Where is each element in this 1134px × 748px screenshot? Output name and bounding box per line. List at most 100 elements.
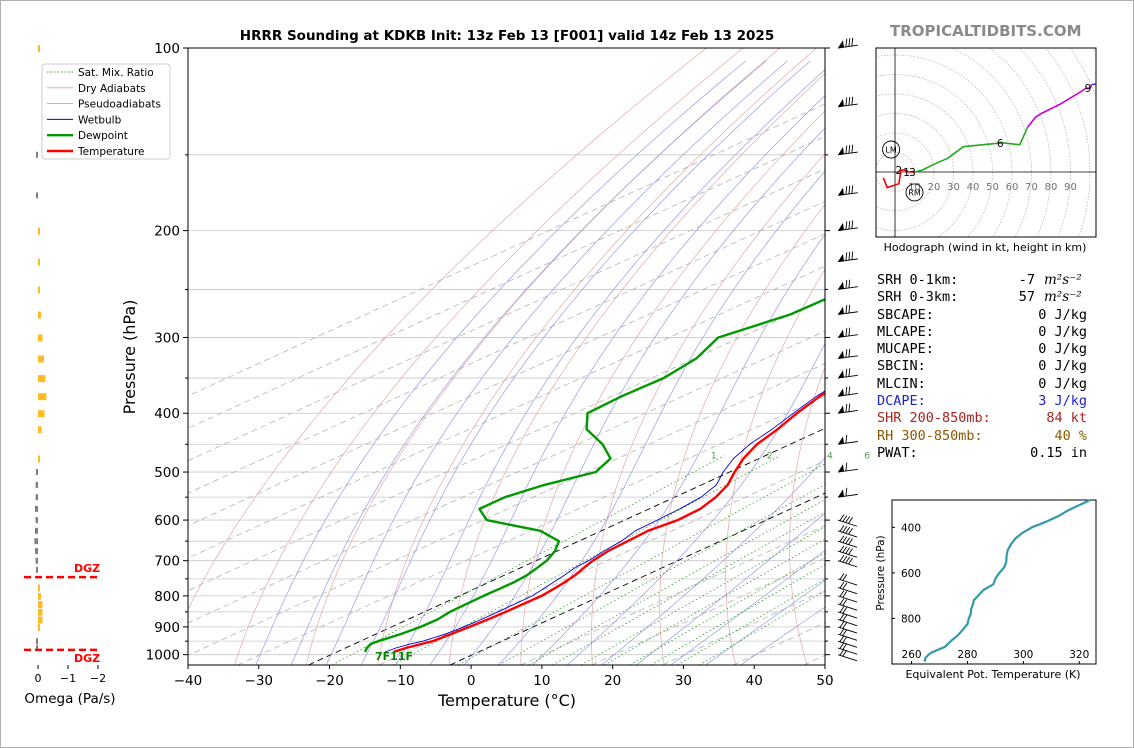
pressure-ticks: 100 200 300 400 500 600 700 800 900 1000: [146, 41, 830, 664]
omega-bar: [38, 227, 40, 235]
stat-value: 84 kt: [1046, 410, 1087, 427]
omega-bar: [38, 616, 43, 624]
wind-barb: [837, 279, 858, 290]
omega-bar: [38, 286, 40, 294]
moist-adiabat: [566, 342, 825, 665]
barb-feather: [842, 555, 848, 563]
y-tick-label: 400: [154, 406, 180, 422]
wind-barb: [837, 386, 858, 397]
legend-box: [41, 63, 171, 160]
barb-feather: [848, 527, 853, 535]
omega-bar: [38, 592, 41, 600]
barb-feather: [839, 613, 845, 621]
omega-bar: [38, 623, 40, 631]
x-tick-label: −20: [315, 673, 344, 689]
barb-flag: [838, 306, 844, 315]
hodograph-ring-label: 90: [1064, 182, 1077, 193]
hodograph-segment: [1026, 83, 1093, 128]
barb-feather: [839, 545, 845, 552]
isotherm-line: [188, 330, 825, 624]
moist-adiabat: [635, 512, 825, 665]
watermark: TROPICALTIDBITS.COM: [890, 22, 1082, 40]
omega-bar: [36, 566, 38, 573]
barb-feather: [842, 526, 848, 533]
omega-bar: [38, 258, 40, 266]
barb-feather: [845, 403, 848, 413]
hodograph-ring-label: 30: [947, 182, 960, 193]
barb-flag: [838, 370, 844, 379]
isotherm-line: [188, 200, 825, 494]
hodograph-ring-label: 80: [1045, 182, 1058, 193]
hodograph-ring-label: 10: [908, 182, 921, 193]
profiles: [363, 298, 825, 654]
wind-barb: [837, 606, 858, 619]
hodograph-ring: [1044, 48, 1091, 237]
legend-label: Pseudoadiabats: [78, 99, 161, 111]
theta-e-chart: 260 280 300 320 400 600 800 Equivalent Pot. Te…: [875, 499, 1097, 681]
barb-feather: [845, 97, 848, 106]
isotherm-line: [188, 168, 825, 462]
barb-staff: [837, 578, 858, 586]
moist-adiabat: [498, 170, 825, 665]
barb-staff: [837, 530, 858, 538]
barb-feather: [845, 186, 848, 195]
stat-value: 0 J/kg: [1038, 306, 1087, 323]
omega-bar: [38, 410, 45, 418]
skewt-title: HRRR Sounding at KDKB Init: 13z Feb 13 […: [240, 28, 774, 44]
dry-adiabat: [305, 48, 781, 665]
stat-unit: m²s⁻²: [1044, 272, 1082, 288]
barb-feather: [851, 220, 854, 229]
omega-xlabel: Omega (Pa/s): [24, 691, 115, 707]
wind-barb: [837, 590, 858, 603]
barb-staff: [837, 595, 858, 603]
moist-adiabat: [395, 69, 825, 665]
omega-bar: [38, 455, 40, 463]
storm-motion-circle: [882, 140, 901, 159]
stat-unit: m²s⁻²: [1044, 289, 1082, 306]
wind-barb: [837, 144, 858, 156]
barb-feather: [848, 368, 851, 377]
barb-feather: [848, 38, 851, 47]
dry-adiabat: [591, 153, 825, 665]
hodograph-height-label: 6: [997, 138, 1004, 150]
barb-staff: [837, 654, 858, 662]
barb-feather: [842, 599, 848, 606]
barb-staff: [837, 355, 858, 359]
omega-bar: [38, 608, 43, 616]
surface-td-label: 7F11F: [375, 650, 413, 663]
hodograph-ring-label: 70: [1025, 182, 1038, 193]
y-tick-label: 500: [154, 465, 180, 481]
barb-feather: [842, 614, 848, 622]
stat-label: MUCAPE:: [877, 341, 934, 358]
barb-feather: [845, 349, 848, 358]
mixing-ratio-label: 4: [827, 451, 833, 461]
barb-feather: [848, 220, 851, 230]
x-tick-label: 20: [604, 673, 621, 689]
barb-staff: [837, 286, 858, 290]
barb-feather: [839, 606, 845, 613]
theta-e-y-tick-label: 400: [901, 522, 921, 534]
omega-bar: [35, 505, 38, 512]
barb-staff: [837, 441, 858, 445]
barb-feather: [848, 279, 851, 288]
x-tick-label: 30: [675, 673, 692, 689]
omega-bar: [36, 469, 38, 475]
stat-value: 0 J/kg: [1038, 323, 1087, 340]
wind-barb: [837, 185, 858, 196]
stat-value: 0 J/kg: [1038, 375, 1087, 392]
wind-barb: [837, 648, 858, 662]
barb-feather: [842, 629, 848, 636]
wind-barb: [837, 368, 858, 379]
barb-feather: [848, 97, 851, 106]
hodograph-rings: [876, 48, 1096, 237]
stat-value: 0 J/kg: [1038, 341, 1087, 358]
moist-adiabats: [255, 60, 825, 665]
barb-flag: [838, 329, 844, 338]
hodograph-ring-label: 20: [928, 182, 941, 193]
barb-feather: [845, 516, 851, 523]
mixing-ratio-line: [458, 463, 825, 665]
barb-staff: [837, 334, 858, 338]
barb-staff: [837, 611, 858, 619]
moist-adiabat: [705, 579, 825, 665]
legend-label: Wetbulb: [78, 114, 122, 126]
